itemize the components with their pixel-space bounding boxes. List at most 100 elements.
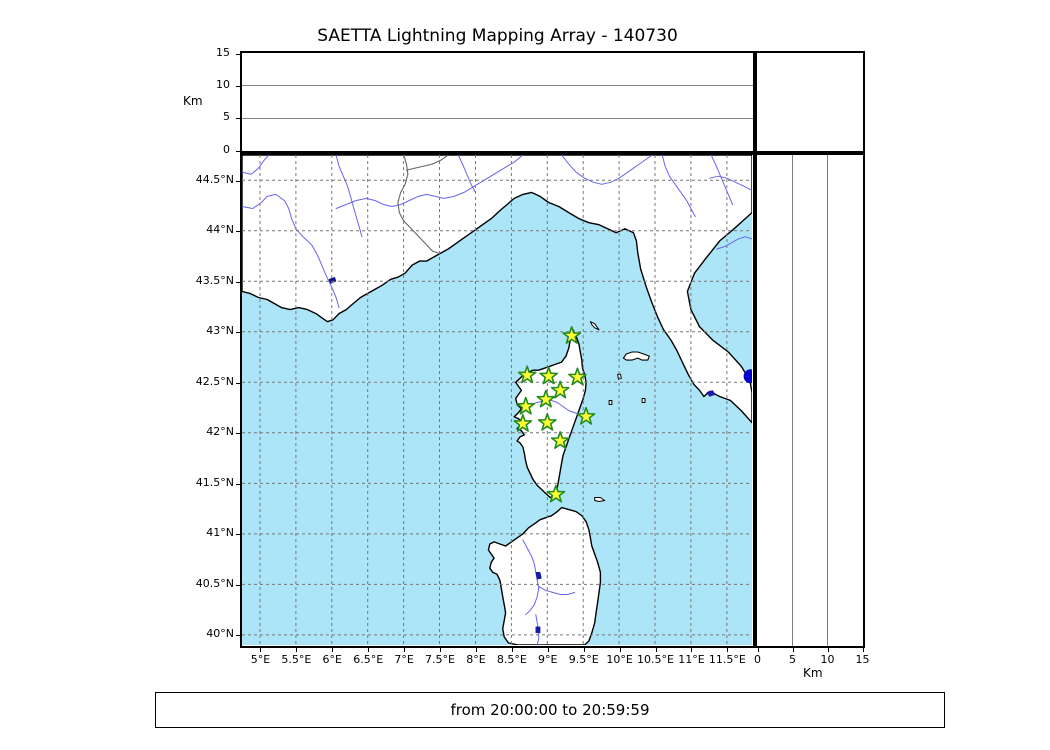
- islet-maddalena: [594, 497, 606, 502]
- map-ytick-41°N: 41°N: [206, 526, 234, 540]
- river-4: [335, 155, 524, 209]
- map-xtickmark-10°E: [620, 648, 621, 652]
- map-xtickmark-9°E: [548, 648, 549, 652]
- panel-altitude-latitude-plot-area: [757, 155, 863, 646]
- river-11: [529, 400, 581, 416]
- panel-altitude-longitude[interactable]: [240, 51, 755, 153]
- right-panel-xtick-10: 10: [820, 653, 835, 666]
- right-panel-xtick-0: 0: [754, 653, 761, 666]
- map-xtick-6°E: 6°E: [322, 653, 342, 666]
- panel-corner[interactable]: [755, 51, 865, 153]
- station-marker-3[interactable]: [539, 366, 559, 385]
- mainland-europe-landmass: [242, 155, 752, 424]
- map-xtickmark-7°E: [404, 648, 405, 652]
- top-panel-y-axis-label: Km: [183, 94, 203, 108]
- panel-map[interactable]: [240, 153, 755, 648]
- station-marker-5[interactable]: [550, 380, 570, 399]
- map-ytick-42°N: 42°N: [206, 425, 234, 439]
- blue-dot-marker[interactable]: [743, 369, 752, 384]
- river-9: [709, 175, 752, 191]
- right-panel-xtick-5: 5: [789, 653, 796, 666]
- sardinia-landmass: [487, 506, 602, 645]
- river-10: [716, 236, 752, 250]
- station-marker-7[interactable]: [516, 396, 536, 415]
- top-panel-ytick-5: 5: [223, 110, 230, 124]
- map-ytickmark-43.5°N: [236, 282, 240, 283]
- map-ytick-41.5°N: 41.5°N: [195, 475, 234, 489]
- map-ytick-43°N: 43°N: [206, 324, 234, 338]
- national-border-2: [405, 155, 449, 171]
- right-panel-xtickmark-15: [863, 648, 864, 652]
- map-xtick-7°E: 7°E: [394, 653, 414, 666]
- map-ytick-44°N: 44°N: [206, 223, 234, 237]
- map-ytickmark-42°N: [236, 433, 240, 434]
- station-marker-1[interactable]: [562, 326, 582, 344]
- panel-altitude-latitude[interactable]: [755, 153, 865, 648]
- map-xtickmark-10.5°E: [656, 648, 657, 652]
- map-xtickmark-8°E: [476, 648, 477, 652]
- river-2: [242, 155, 270, 175]
- river-12: [522, 539, 540, 616]
- river-8: [710, 155, 734, 205]
- map-xtickmark-5.5°E: [296, 648, 297, 652]
- map-xtick-5.5°E: 5.5°E: [281, 653, 312, 666]
- station-marker-2[interactable]: [517, 365, 537, 384]
- figure-title: SAETTA Lightning Mapping Array - 140730: [317, 26, 678, 46]
- right-panel-xtickmark-0: [758, 648, 759, 652]
- station-marker-4[interactable]: [568, 367, 587, 386]
- map-xtickmark-6°E: [332, 648, 333, 652]
- islet-montecristo: [617, 373, 622, 380]
- lake-bolsena: [706, 390, 716, 397]
- map-xtickmark-6.5°E: [368, 648, 369, 652]
- gridline-horizontal: [242, 85, 753, 86]
- river-5: [457, 155, 476, 193]
- time-range-text: from 20:00:00 to 20:59:59: [450, 701, 650, 719]
- map-ytickmark-44.5°N: [236, 181, 240, 182]
- map-graphics: [242, 155, 752, 645]
- right-panel-xtickmark-10: [828, 648, 829, 652]
- station-marker-12[interactable]: [546, 484, 566, 503]
- time-range-caption-box[interactable]: from 20:00:00 to 20:59:59: [155, 692, 945, 728]
- station-marker-9[interactable]: [513, 413, 533, 432]
- lake-omodeo: [535, 572, 542, 580]
- top-panel-ytick-0: 0: [223, 142, 230, 156]
- gridline-vertical: [827, 155, 828, 646]
- map-xtick-9.5°E: 9.5°E: [568, 653, 599, 666]
- right-panel-xtick-15: 15: [855, 653, 870, 666]
- map-ytickmark-44°N: [236, 231, 240, 232]
- top-panel-ytick-15: 15: [216, 45, 230, 59]
- station-marker-11[interactable]: [550, 431, 570, 450]
- station-marker-6[interactable]: [536, 389, 556, 408]
- station-marker-10[interactable]: [537, 412, 557, 431]
- map-ytick-44.5°N: 44.5°N: [195, 172, 234, 186]
- river-7: [661, 155, 696, 218]
- map-xtick-11.5°E: 11.5°E: [708, 653, 746, 666]
- gridline-horizontal: [242, 118, 753, 119]
- map-ytickmark-43°N: [236, 332, 240, 333]
- map-xtick-10.5°E: 10.5°E: [637, 653, 674, 666]
- map-xtick-10°E: 10°E: [606, 653, 633, 666]
- map-ytickmark-40°N: [236, 635, 240, 636]
- map-ytickmark-41°N: [236, 534, 240, 535]
- right-panel-x-axis-label: Km: [803, 666, 823, 680]
- top-panel-ytickmark-15: [236, 54, 240, 55]
- station-marker-8[interactable]: [576, 406, 596, 425]
- map-xtickmark-7.5°E: [440, 648, 441, 652]
- gridline-vertical: [792, 155, 793, 646]
- islet-giglio: [641, 398, 646, 403]
- map-xtickmark-11.5°E: [727, 648, 728, 652]
- map-ytickmark-40.5°N: [236, 585, 240, 586]
- map-ytickmark-42.5°N: [236, 383, 240, 384]
- map-xtickmark-9.5°E: [584, 648, 585, 652]
- map-xtickmark-5°E: [260, 648, 261, 652]
- map-ytick-40.5°N: 40.5°N: [195, 576, 234, 590]
- map-xtickmark-8.5°E: [512, 648, 513, 652]
- top-panel-ytickmark-10: [236, 86, 240, 87]
- panel-map-plot-area: [242, 155, 753, 646]
- river-6: [561, 155, 653, 185]
- top-panel-ytick-10: 10: [216, 77, 230, 91]
- panel-altitude-longitude-plot-area: [242, 53, 753, 151]
- right-panel-xtickmark-5: [793, 648, 794, 652]
- top-panel-ytickmark-0: [236, 151, 240, 152]
